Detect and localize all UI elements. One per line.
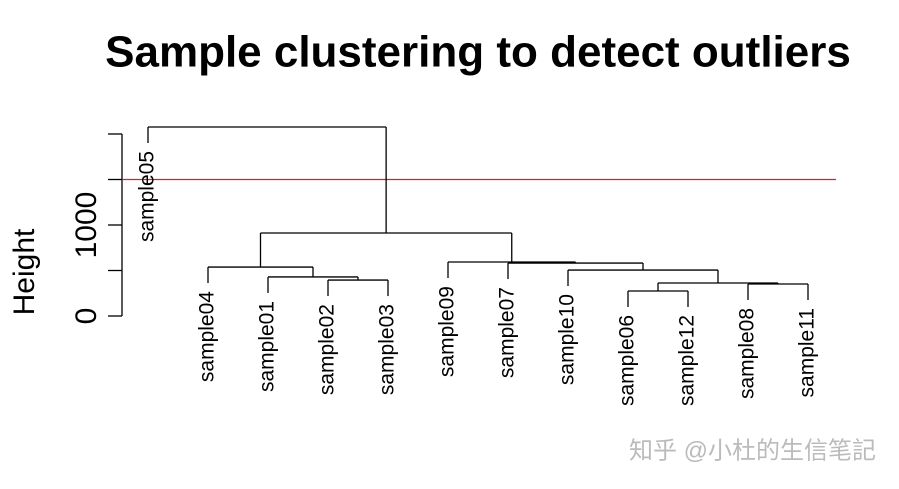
leaf-label: sample03 [376, 304, 399, 395]
leaf-label: sample09 [436, 286, 459, 377]
leaf-label: sample08 [736, 308, 759, 399]
y-tick-label: 1000 [70, 192, 103, 259]
leaf-label: sample07 [496, 287, 519, 378]
chart-title: Sample clustering to detect outliers [105, 28, 851, 77]
y-tick-label: 0 [70, 308, 103, 325]
leaf-label: sample06 [616, 315, 639, 406]
leaf-label: sample02 [316, 304, 339, 395]
leaf-label: sample01 [256, 301, 279, 392]
leaf-label: sample12 [676, 315, 699, 406]
leaf-label: sample04 [196, 291, 219, 382]
leaf-label: sample11 [796, 308, 819, 398]
watermark: 知乎 @小杜的生信笔記 [629, 437, 876, 464]
leaf-label: sample10 [556, 294, 579, 385]
leaf-label: sample05 [136, 151, 159, 242]
y-axis-label: Height [8, 228, 41, 315]
